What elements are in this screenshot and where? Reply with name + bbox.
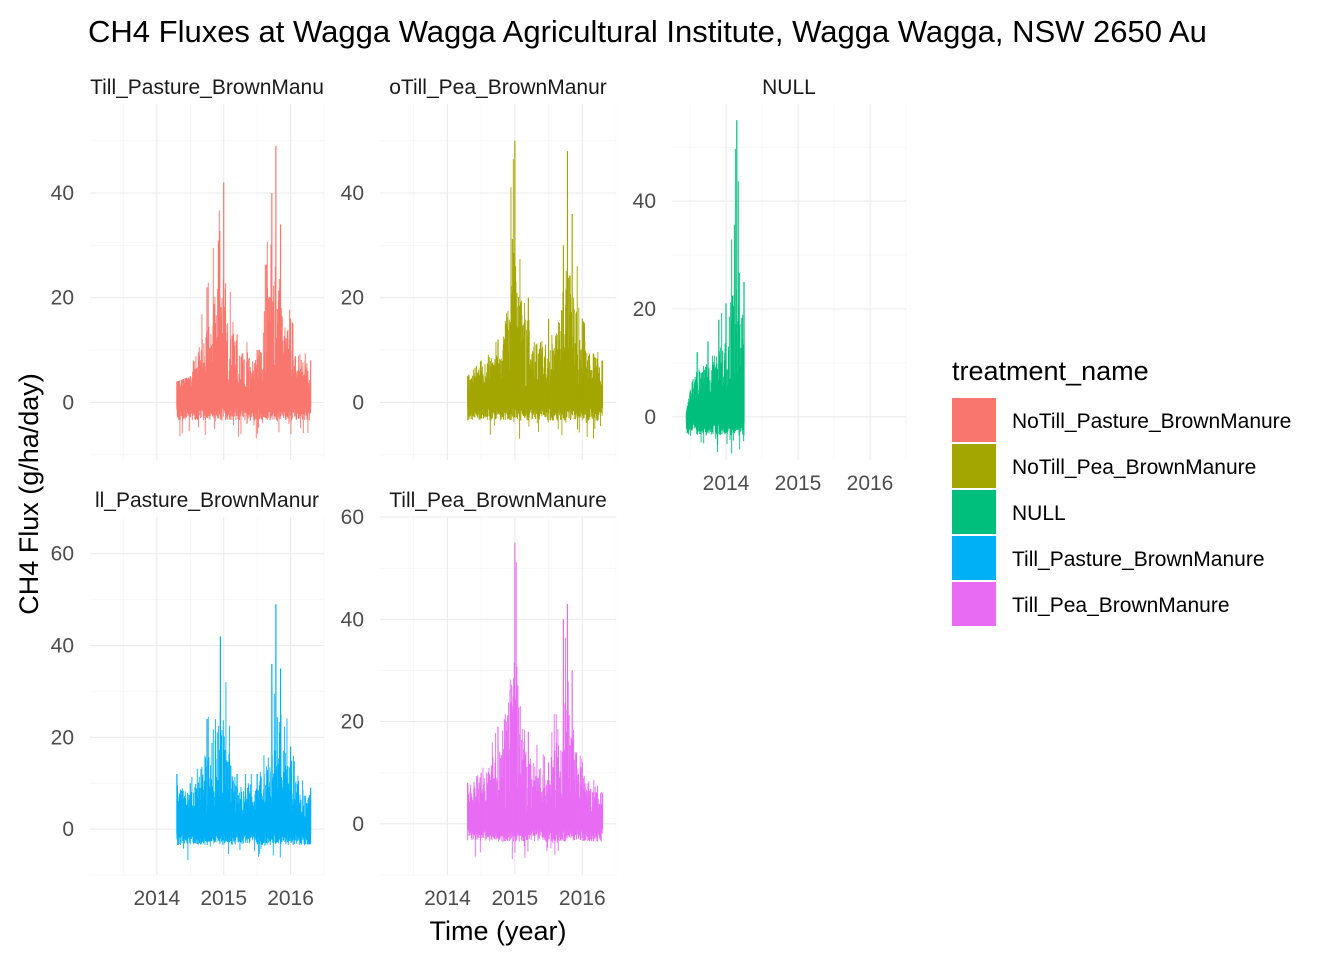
series-line: [176, 145, 312, 439]
y-axis-title: CH4 Flux (g/ha/day): [14, 373, 44, 615]
legend-key: [952, 490, 996, 534]
facet-panels: 0 20 40 Till_Pasture_BrownManu 0 20 40 oTill_Pe…: [51, 76, 907, 910]
legend-key: [952, 398, 996, 442]
y-tick-label: 40: [341, 182, 364, 205]
series-line: [685, 120, 745, 454]
y-tick-label: 0: [62, 818, 74, 841]
x-tick-label: 2014: [703, 472, 750, 495]
y-tick-label: 20: [341, 287, 364, 310]
legend-title: treatment_name: [952, 356, 1149, 386]
series-line: [467, 140, 604, 439]
series-line: [176, 604, 312, 861]
flux-peak: [176, 145, 312, 408]
x-tick-label: 2015: [775, 472, 822, 495]
legend-label: NULL: [1012, 502, 1066, 525]
facet-strip-label: Till_Pea_BrownManure: [389, 489, 607, 512]
flux-peak: [685, 120, 745, 423]
facet-panel: 0 20 40 oTill_Pea_BrownManur: [341, 76, 617, 460]
x-axis-title: Time (year): [429, 916, 566, 946]
facet-strip-label: ll_Pasture_BrownManur: [95, 489, 319, 512]
y-tick-label: 0: [644, 406, 656, 429]
legend-key: [952, 536, 996, 580]
facet-panel: 0 20 40 60 2014 2015 2016 ll_Pasture_BrownManur: [51, 489, 325, 910]
chart-title: CH4 Fluxes at Wagga Wagga Agricultural I…: [88, 14, 1207, 49]
y-tick-label: 40: [341, 608, 364, 631]
y-tick-label: 40: [51, 635, 74, 658]
y-tick-label: 20: [633, 298, 656, 321]
facet-strip-label: oTill_Pea_BrownManur: [389, 76, 607, 99]
facet-panel: 0 20 40 Till_Pasture_BrownManu: [51, 76, 325, 460]
facet-strip-label: NULL: [762, 76, 816, 99]
x-tick-label: 2016: [847, 472, 894, 495]
legend-label: NoTill_Pasture_BrownManure: [1012, 410, 1291, 433]
y-tick-label: 60: [341, 506, 364, 529]
flux-trace: [685, 148, 745, 454]
y-tick-label: 0: [352, 813, 364, 836]
legend-label: Till_Pea_BrownManure: [1012, 594, 1230, 617]
flux-peak: [467, 140, 604, 408]
legend-label: NoTill_Pea_BrownManure: [1012, 456, 1256, 479]
legend: treatment_name NoTill_Pasture_BrownManur…: [952, 356, 1291, 626]
facet-panel: 0 20 40 60 2014 2015 2016 Till_Pea_BrownManure: [341, 489, 617, 910]
legend-key: [952, 444, 996, 488]
legend-label: Till_Pasture_BrownManure: [1012, 548, 1265, 571]
x-tick-label: 2014: [424, 887, 471, 910]
flux-peak: [467, 542, 604, 829]
y-tick-label: 0: [352, 391, 364, 414]
series-line: [467, 542, 604, 860]
x-tick-label: 2014: [133, 887, 180, 910]
y-tick-label: 20: [51, 287, 74, 310]
facet-strip-label: Till_Pasture_BrownManu: [90, 76, 324, 99]
y-tick-label: 40: [51, 182, 74, 205]
x-tick-label: 2015: [491, 887, 538, 910]
legend-key: [952, 582, 996, 626]
y-tick-label: 20: [51, 726, 74, 749]
facet-panel: 0 20 40 2014 2015 2016 NULL: [633, 76, 907, 495]
y-tick-label: 0: [62, 391, 74, 414]
y-tick-label: 60: [51, 543, 74, 566]
y-tick-label: 20: [341, 711, 364, 734]
x-tick-label: 2015: [200, 887, 247, 910]
flux-peak: [176, 604, 312, 834]
y-tick-label: 40: [633, 190, 656, 213]
x-tick-label: 2016: [267, 887, 314, 910]
x-tick-label: 2016: [559, 887, 606, 910]
